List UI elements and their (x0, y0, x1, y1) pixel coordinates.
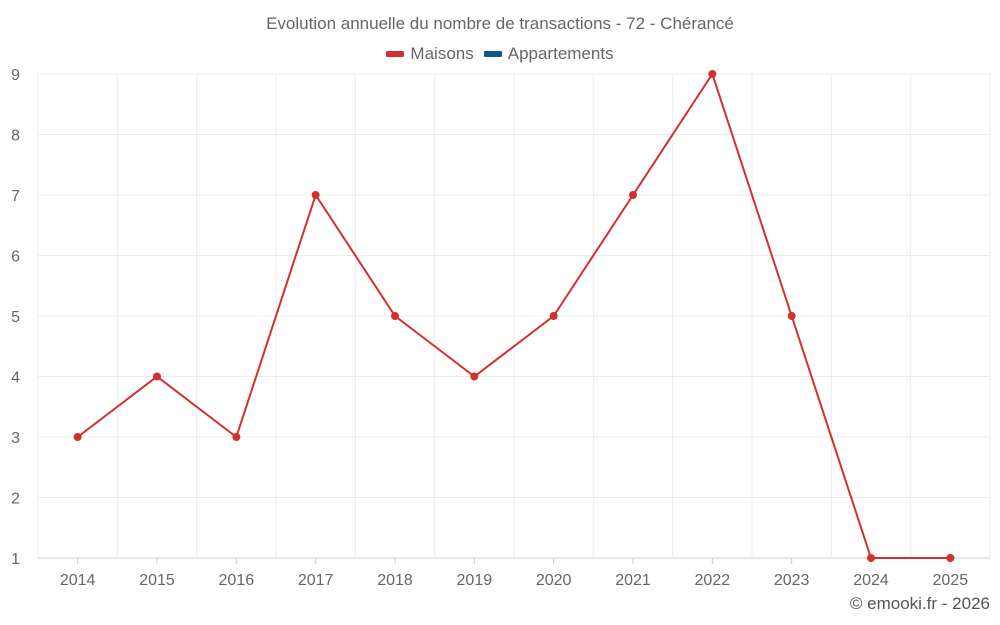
data-point (153, 372, 161, 381)
y-tick-label: 2 (11, 491, 20, 508)
chart-legend: Maisons Appartements (0, 44, 1000, 64)
y-tick-label: 9 (11, 67, 20, 84)
data-point (549, 312, 558, 320)
y-tick-label: 8 (11, 128, 20, 145)
x-tick-label: 2019 (457, 572, 493, 589)
copyright-text: © emooki.fr - 2026 (849, 594, 990, 613)
y-tick-label: 1 (11, 551, 20, 568)
x-tick-label: 2024 (853, 572, 889, 589)
y-tick-label: 3 (11, 430, 20, 447)
legend-swatch-maisons (386, 51, 405, 57)
data-point (311, 191, 320, 199)
y-tick-label: 5 (11, 309, 20, 326)
data-point (232, 433, 241, 441)
legend-label-maisons: Maisons (410, 44, 474, 63)
x-tick-label: 2021 (615, 572, 651, 589)
data-point (629, 191, 637, 199)
series-line-maisons (77, 73, 951, 559)
data-point (787, 312, 796, 320)
x-tick-label: 2014 (60, 572, 96, 589)
legend-swatch-appartements (483, 51, 502, 57)
data-point (391, 312, 399, 320)
legend-item-appartements[interactable]: Appartements (483, 44, 614, 64)
x-tick-label: 2018 (377, 572, 413, 589)
legend-label-appartements: Appartements (507, 44, 614, 63)
x-tick-label: 2025 (933, 572, 969, 589)
data-point (708, 70, 717, 78)
data-point (470, 372, 479, 381)
y-tick-label: 4 (11, 370, 20, 387)
data-point (867, 554, 875, 562)
x-tick-label: 2016 (219, 572, 255, 589)
y-tick-label: 7 (11, 188, 20, 205)
x-tick-label: 2023 (774, 572, 810, 589)
x-tick-label: 2020 (536, 572, 572, 589)
chart-title: Evolution annuelle du nombre de transact… (266, 14, 734, 33)
x-tick-label: 2017 (298, 572, 334, 589)
data-point (946, 554, 955, 562)
x-tick-label: 2015 (139, 572, 175, 589)
legend-item-maisons[interactable]: Maisons (386, 44, 474, 64)
data-point (73, 433, 82, 441)
x-tick-label: 2022 (695, 572, 731, 589)
y-tick-label: 6 (11, 249, 20, 266)
